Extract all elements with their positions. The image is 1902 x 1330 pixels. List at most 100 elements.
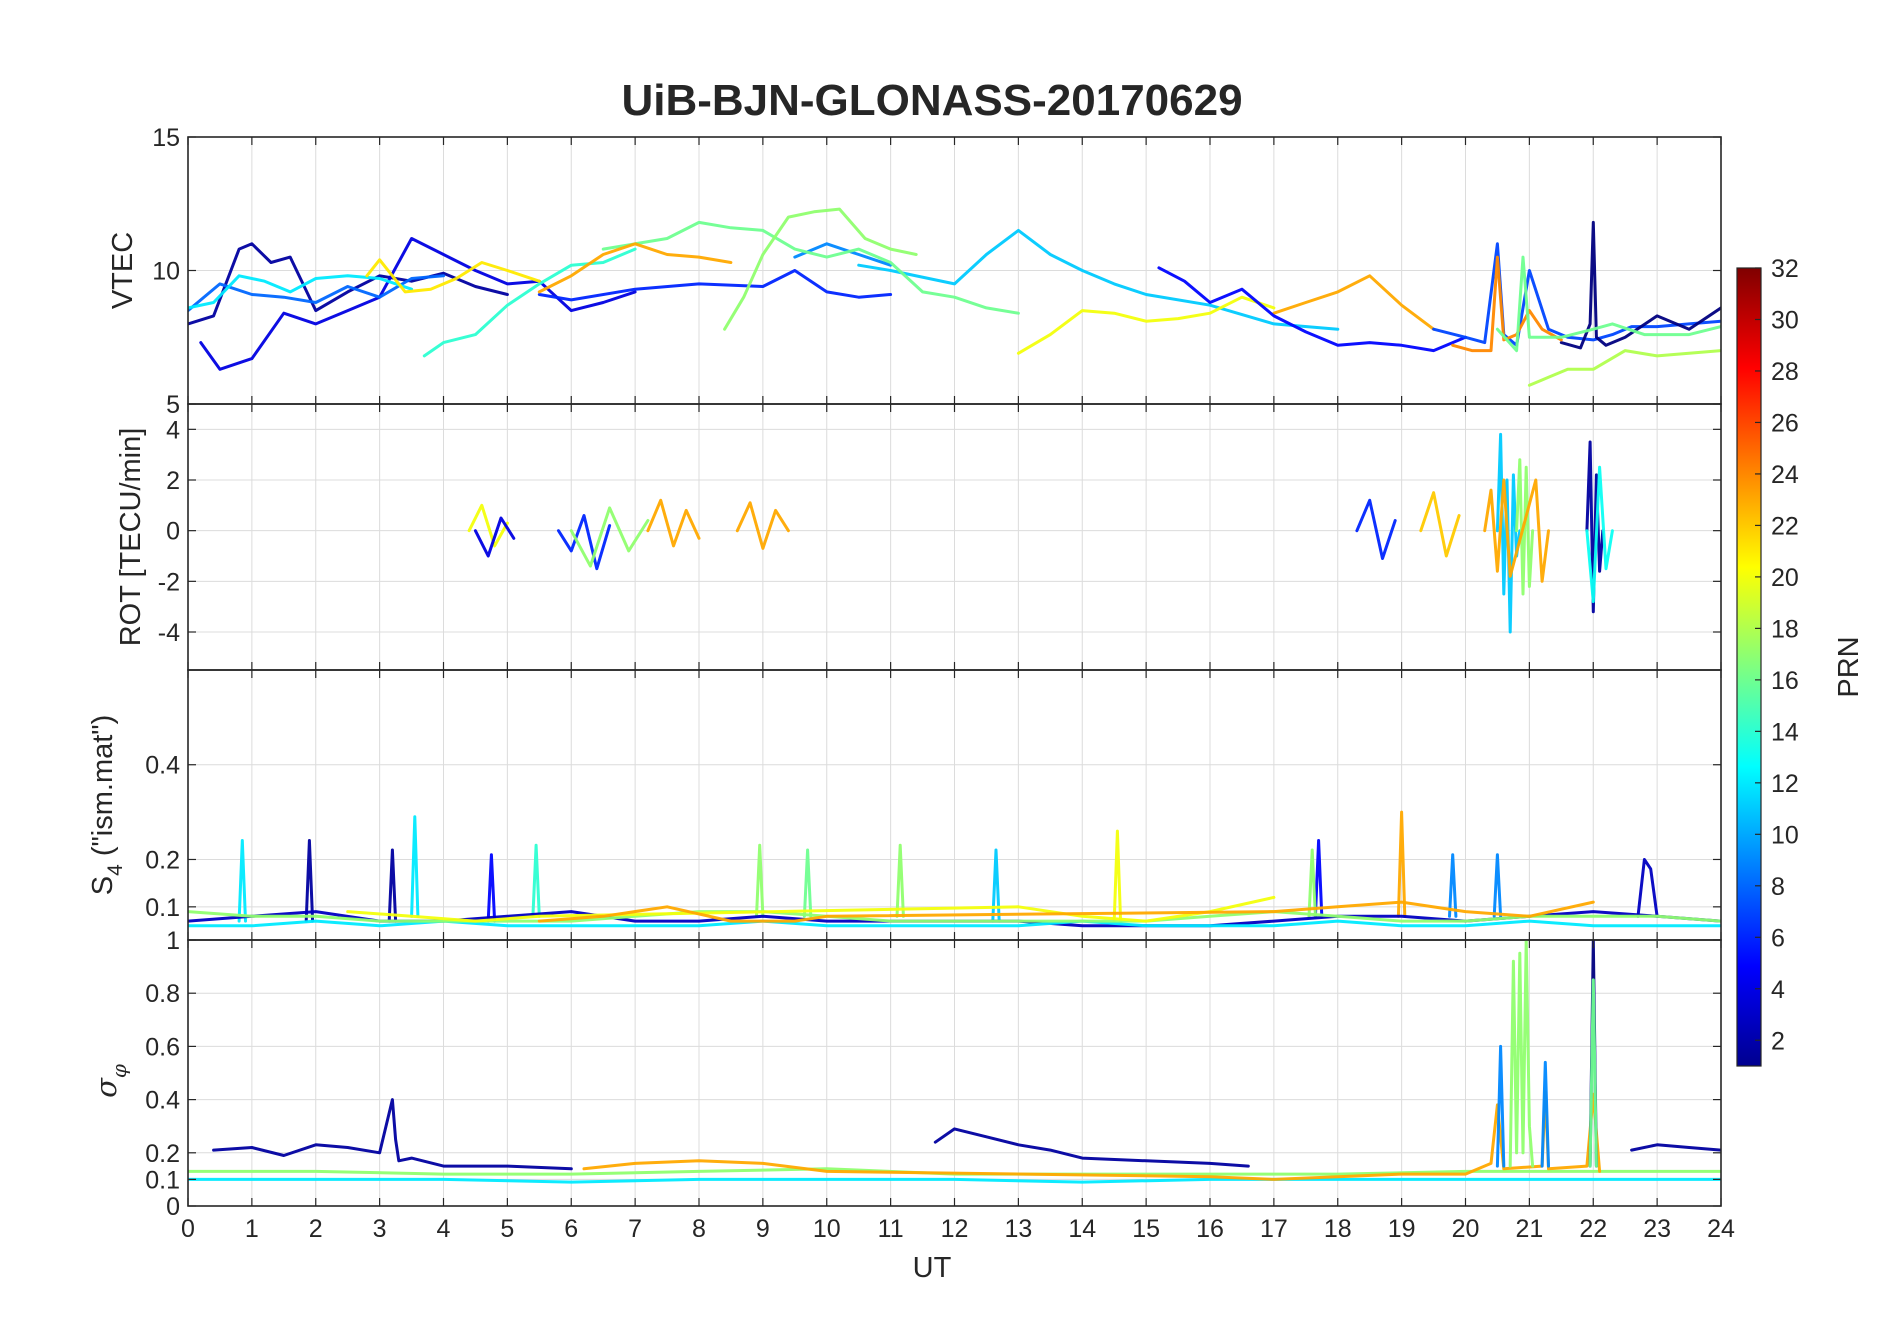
series-line-prn-1 xyxy=(1559,220,1721,350)
x-tick-label: 6 xyxy=(564,1215,578,1243)
series-line-prn-13 xyxy=(1585,465,1614,604)
series-line-prn-23 xyxy=(735,501,790,550)
colorbar-tick-label: 26 xyxy=(1771,409,1799,437)
series-line-prn-14 xyxy=(422,247,637,358)
x-tick-label: 0 xyxy=(181,1215,195,1243)
colorbar-label: PRN xyxy=(1833,636,1865,697)
colorbar-tick-label: 28 xyxy=(1771,358,1799,386)
series-line-prn-23 xyxy=(1396,810,1407,918)
series-line-prn-4 xyxy=(473,516,516,558)
y-tick-label: 0.4 xyxy=(145,1087,180,1115)
series-line-prn-23 xyxy=(1483,478,1550,583)
x-tick-label: 14 xyxy=(1068,1215,1096,1243)
series-line-prn-9 xyxy=(1492,853,1503,918)
x-tick-label: 8 xyxy=(692,1215,706,1243)
colorbar-tick-label: 32 xyxy=(1771,255,1799,283)
x-tick-label: 3 xyxy=(373,1215,387,1243)
panel-vtec: 5 10 15 VTEC xyxy=(107,124,1722,419)
y-tick-label: 0.8 xyxy=(145,980,180,1008)
x-tick-label: 18 xyxy=(1324,1215,1352,1243)
series-line-prn-23 xyxy=(537,900,1595,923)
series-line-prn-16 xyxy=(1588,978,1598,1168)
colorbar-tick-label: 24 xyxy=(1771,461,1799,489)
series-line-prn-3 xyxy=(1636,858,1659,918)
y-tick-label: 5 xyxy=(166,391,180,419)
x-tick-label: 15 xyxy=(1132,1215,1160,1243)
series-line-prn-9 xyxy=(1495,1044,1506,1168)
series-line-prn-23 xyxy=(1272,274,1436,331)
colorbar-tick-label: 30 xyxy=(1771,306,1799,334)
y-tick-label: 0.6 xyxy=(145,1033,180,1061)
series-group xyxy=(188,810,1721,928)
colorbar-tick-label: 4 xyxy=(1771,976,1785,1004)
x-tick-label: 19 xyxy=(1388,1215,1416,1243)
y-tick-label: 0 xyxy=(166,1193,180,1221)
y-tick-label: 0.2 xyxy=(145,1140,180,1168)
colorbar-tick-label: 22 xyxy=(1771,512,1799,540)
series-line-prn-24 xyxy=(1451,255,1563,353)
x-axis-label: UT xyxy=(913,1252,952,1284)
series-line-prn-21 xyxy=(365,258,541,294)
series-line-prn-16 xyxy=(1495,255,1721,353)
series-line-prn-17 xyxy=(895,843,905,918)
y-tick-label: 1 xyxy=(166,927,180,955)
series-line-prn-20 xyxy=(1112,829,1123,923)
y-tick-label: 0.1 xyxy=(145,1166,180,1194)
series-line-prn-5 xyxy=(1313,839,1324,918)
panel-sigma_phi: 00.10.2 0.4 0.6 0.8 1 σφ xyxy=(89,927,1722,1221)
series-line-prn-2 xyxy=(933,1127,1250,1168)
y-tick-label: 0.2 xyxy=(145,846,180,874)
series-line-prn-22 xyxy=(1419,491,1461,558)
series-line-prn-20 xyxy=(346,895,1276,923)
series-line-prn-6 xyxy=(537,269,893,302)
series-line-prn-16 xyxy=(601,220,1020,315)
series-line-prn-17 xyxy=(723,207,918,331)
x-tick-label: 1 xyxy=(245,1215,259,1243)
colorbar-tick-label: 18 xyxy=(1771,615,1799,643)
colorbar-tick-label: 14 xyxy=(1771,718,1799,746)
series-line-prn-7 xyxy=(1432,242,1721,347)
colorbar-tick-label: 6 xyxy=(1771,924,1785,952)
x-tick-label: 20 xyxy=(1452,1215,1480,1243)
series-line-prn-2 xyxy=(387,848,398,923)
series-line-prn-14 xyxy=(531,843,541,918)
y-tick-label: 15 xyxy=(152,124,180,152)
series-line-prn-12 xyxy=(410,815,420,918)
x-tick-label: 17 xyxy=(1260,1215,1288,1243)
panel-rot: -4 -2 0 2 4 ROT [TECU/min] xyxy=(115,403,1722,671)
series-line-prn-23 xyxy=(646,498,701,548)
series-line-prn-9 xyxy=(793,242,893,267)
y-axis-label: ROT [TECU/min] xyxy=(115,428,147,647)
y-tick-label: 0 xyxy=(166,518,180,546)
series-line-prn-2 xyxy=(304,839,315,923)
x-tick-label: 9 xyxy=(756,1215,770,1243)
x-tick-label: 16 xyxy=(1196,1215,1224,1243)
chart-title: UiB-BJN-GLONASS-20170629 xyxy=(621,76,1242,125)
series-line-prn-17 xyxy=(755,843,765,918)
series-group xyxy=(188,940,1721,1184)
y-tick-label: 4 xyxy=(166,416,180,444)
series-line-prn-12 xyxy=(188,274,414,310)
series-line-prn-20 xyxy=(1016,295,1276,355)
series-group xyxy=(467,432,1614,634)
series-line-prn-6 xyxy=(1355,498,1397,560)
y-axis-label: S4 ("ism.mat") xyxy=(87,715,127,896)
series-line-prn-11 xyxy=(857,228,1340,331)
series-line-prn-4 xyxy=(199,237,637,371)
series-line-prn-12 xyxy=(188,1177,1721,1184)
series-line-prn-6 xyxy=(557,514,612,571)
y-axis-label: VTEC xyxy=(107,232,139,309)
series-group xyxy=(188,207,1721,387)
y-tick-label: 10 xyxy=(152,258,180,286)
y-tick-label: 0.4 xyxy=(145,752,180,780)
series-line-prn-20 xyxy=(467,503,509,548)
series-line-prn-17 xyxy=(1515,458,1535,596)
x-tick-label: 7 xyxy=(628,1215,642,1243)
x-axis: UT 0 1 2 3 4 5 6 7 8 9 10 11 12 13 14 15 16 17 18 19 20 21 22 2… xyxy=(181,1215,1735,1284)
series-line-prn-17 xyxy=(188,910,1721,923)
series-line-prn-5 xyxy=(486,853,497,923)
y-tick-label: 0.1 xyxy=(145,894,180,922)
series-line-prn-18 xyxy=(1527,349,1721,387)
